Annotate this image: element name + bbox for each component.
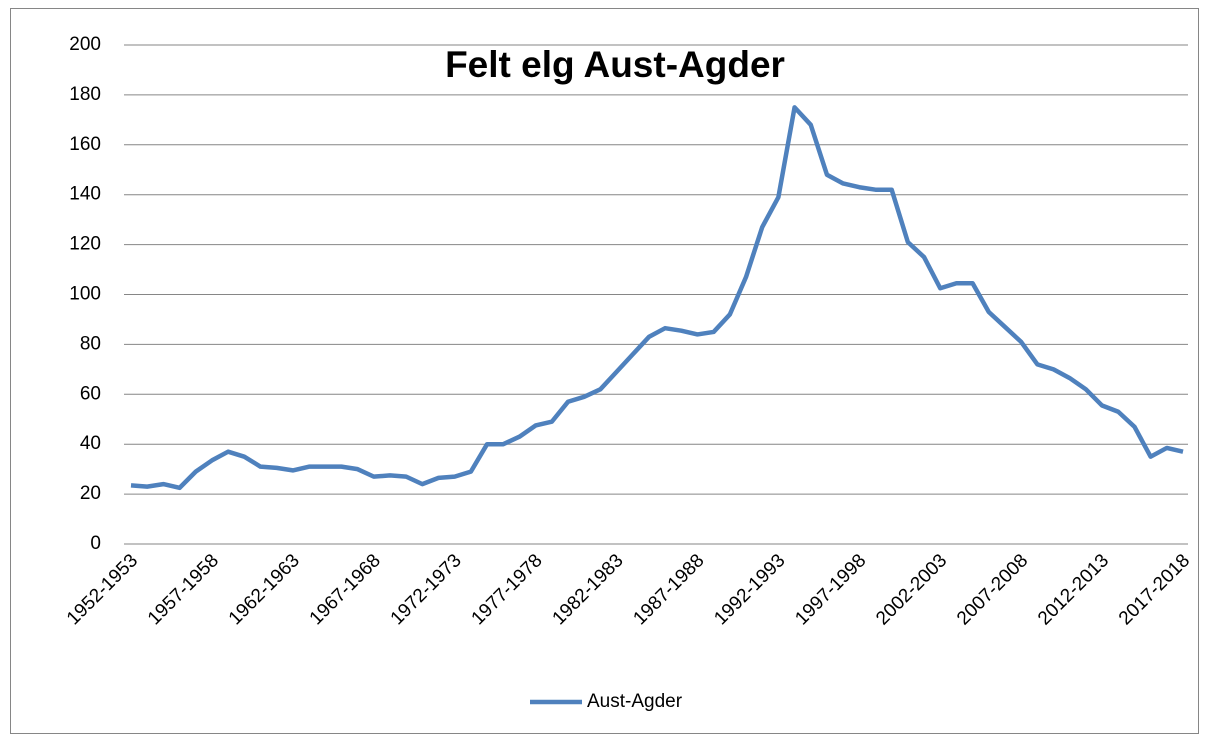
chart-title: Felt elg Aust-Agder <box>445 44 785 85</box>
y-tick-label: 80 <box>80 333 101 354</box>
y-tick-label: 100 <box>69 284 101 305</box>
y-tick-label: 60 <box>80 383 101 404</box>
y-tick-label: 40 <box>80 433 101 454</box>
y-tick-label: 120 <box>69 234 101 255</box>
y-tick-label: 160 <box>69 134 101 155</box>
chart-frame <box>10 8 1199 734</box>
y-tick-label: 180 <box>69 84 101 105</box>
data-line <box>130 105 1184 491</box>
y-tick-label: 0 <box>90 533 101 554</box>
y-tick-label: 200 <box>69 34 101 55</box>
y-tick-label: 20 <box>80 483 101 504</box>
legend-label: Aust-Agder <box>587 691 683 712</box>
y-tick-label: 140 <box>69 184 101 205</box>
